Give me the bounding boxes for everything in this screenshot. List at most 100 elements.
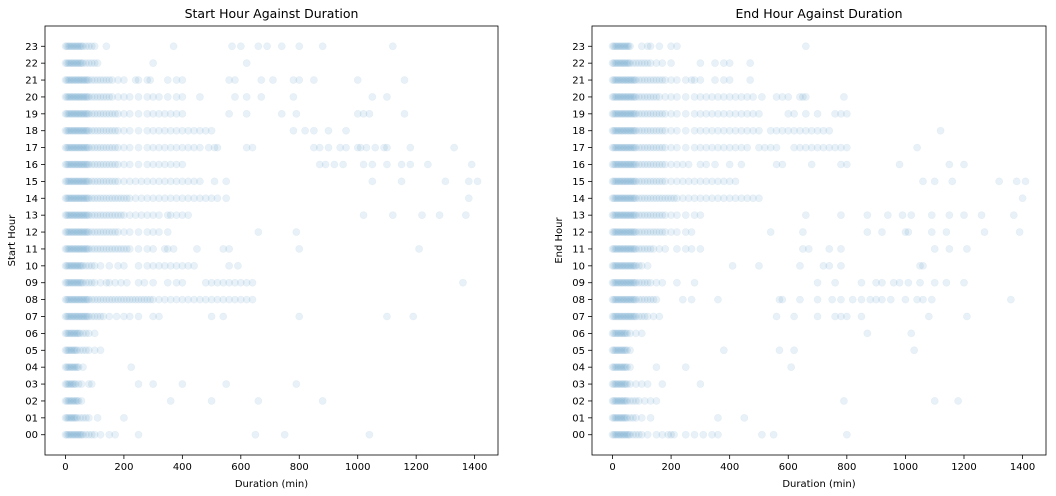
- data-point: [108, 143, 117, 152]
- data-point: [655, 160, 664, 169]
- y-tick-label: 03: [572, 380, 585, 391]
- data-point: [131, 295, 140, 304]
- data-point: [134, 109, 143, 118]
- data-point: [702, 177, 711, 186]
- data-point: [778, 126, 787, 135]
- data-point: [83, 245, 92, 253]
- data-point: [610, 430, 618, 439]
- data-point: [889, 278, 898, 287]
- data-point: [64, 245, 73, 253]
- data-point: [624, 295, 633, 304]
- data-point: [73, 278, 82, 287]
- data-point: [61, 295, 70, 304]
- data-point: [620, 177, 629, 186]
- data-point: [71, 346, 80, 355]
- data-point: [667, 211, 675, 220]
- data-point: [82, 160, 90, 169]
- data-point: [166, 177, 175, 186]
- data-point: [772, 93, 781, 101]
- data-point: [99, 126, 108, 135]
- data-point: [90, 278, 99, 287]
- data-point: [919, 295, 927, 304]
- y-tick-label: 00: [25, 430, 38, 441]
- data-point: [725, 109, 734, 118]
- data-point: [831, 278, 840, 287]
- data-point: [629, 59, 637, 68]
- data-point: [837, 143, 845, 152]
- data-point: [772, 160, 781, 169]
- data-point: [667, 160, 675, 169]
- data-point: [77, 312, 86, 321]
- data-point: [63, 59, 71, 68]
- data-point: [624, 430, 633, 439]
- data-point: [634, 143, 643, 152]
- data-point: [79, 413, 87, 422]
- data-point: [114, 93, 122, 101]
- data-point: [73, 261, 82, 270]
- data-point: [263, 42, 272, 51]
- data-point: [749, 109, 757, 118]
- data-point: [626, 126, 634, 135]
- data-point: [82, 312, 90, 321]
- data-point: [640, 245, 649, 253]
- data-point: [84, 413, 93, 422]
- data-point: [640, 312, 649, 321]
- data-point: [65, 397, 74, 405]
- data-point: [737, 194, 746, 203]
- data-point: [178, 93, 187, 101]
- data-point: [637, 413, 646, 422]
- data-point: [418, 211, 426, 220]
- data-point: [231, 295, 239, 304]
- data-point: [627, 261, 636, 270]
- data-point: [611, 329, 620, 338]
- data-point: [610, 413, 618, 422]
- data-point: [84, 430, 93, 439]
- data-point: [608, 363, 617, 372]
- data-point: [74, 59, 83, 68]
- data-point: [190, 295, 198, 304]
- data-point: [84, 329, 93, 338]
- data-point: [67, 59, 76, 68]
- data-point: [74, 160, 83, 169]
- data-point: [608, 143, 617, 152]
- data-point: [195, 177, 204, 186]
- data-point: [93, 109, 102, 118]
- data-point: [626, 261, 634, 270]
- data-point: [652, 295, 661, 304]
- data-point: [63, 413, 71, 422]
- data-point: [68, 76, 77, 84]
- data-point: [690, 143, 699, 152]
- data-point: [630, 261, 639, 270]
- data-point: [643, 228, 652, 236]
- data-point: [627, 245, 636, 253]
- data-point: [65, 430, 74, 439]
- data-point: [80, 312, 89, 321]
- data-point: [70, 177, 79, 186]
- data-point: [64, 278, 73, 287]
- data-point: [615, 143, 624, 152]
- data-point: [87, 430, 96, 439]
- data-point: [634, 261, 643, 270]
- data-point: [610, 397, 618, 405]
- data-point: [295, 312, 304, 321]
- data-point: [624, 211, 633, 220]
- data-point: [336, 143, 345, 152]
- data-point: [760, 143, 769, 152]
- data-point: [79, 42, 87, 51]
- data-point: [65, 143, 74, 152]
- data-point: [128, 295, 137, 304]
- data-point: [353, 76, 362, 84]
- data-point: [207, 194, 216, 203]
- data-point: [76, 228, 84, 236]
- y-tick-label: 15: [572, 177, 585, 188]
- data-point: [67, 295, 76, 304]
- chart-title: Start Hour Against Duration: [185, 6, 359, 21]
- data-point: [610, 278, 618, 287]
- data-point: [79, 346, 87, 355]
- data-point: [70, 430, 79, 439]
- data-point: [149, 312, 158, 321]
- data-point: [623, 295, 632, 304]
- data-point: [613, 93, 621, 101]
- data-point: [140, 278, 149, 287]
- y-tick-label: 12: [572, 228, 585, 239]
